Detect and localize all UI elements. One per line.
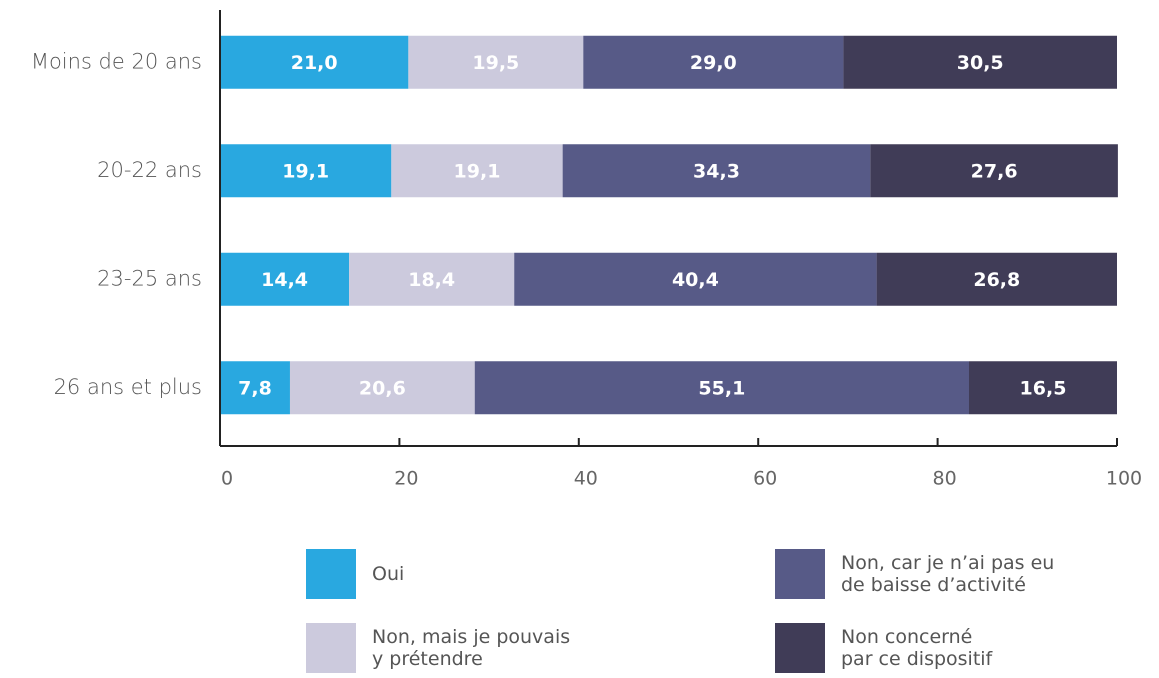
- y-tick-label: 23-25 ans: [97, 266, 202, 290]
- bar-segment: [220, 361, 290, 415]
- bar-segment: [968, 361, 1117, 415]
- data-label: 55,1: [698, 377, 745, 399]
- data-label: 16,5: [1020, 377, 1067, 399]
- data-label: 19,5: [472, 52, 519, 74]
- data-label: 20,6: [359, 377, 406, 399]
- x-tick-label: 100: [1106, 468, 1142, 490]
- x-tick-label: 60: [753, 468, 777, 490]
- bar-segment: [220, 35, 409, 89]
- legend-item: Non concerné par ce dispositif: [775, 623, 992, 673]
- bar-segment: [289, 361, 475, 415]
- bar-segment: [349, 252, 515, 306]
- data-label: 26,8: [973, 269, 1020, 291]
- legend-label: Non concerné par ce dispositif: [841, 626, 993, 670]
- legend-swatch: [306, 623, 356, 673]
- legend-swatch: [775, 623, 825, 673]
- x-tick-label: 20: [394, 468, 418, 490]
- data-label: 7,8: [238, 377, 272, 399]
- bar-segment: [562, 144, 871, 198]
- data-label: 30,5: [957, 52, 1004, 74]
- bar-segment: [843, 35, 1117, 89]
- x-tick-label: 0: [221, 468, 233, 490]
- legend-label: Non, mais je pouvais y prétendre: [372, 626, 571, 670]
- bar-segment: [220, 144, 392, 198]
- bar-segment: [514, 252, 877, 306]
- legend-item: Non, mais je pouvais y prétendre: [306, 623, 570, 673]
- bar-segment: [408, 35, 584, 89]
- legend-swatch: [306, 549, 356, 599]
- data-label: 21,0: [291, 52, 338, 74]
- y-tick-label: Moins de 20 ans: [31, 49, 202, 73]
- legend-item: Oui: [306, 549, 404, 599]
- data-label: 19,1: [454, 160, 501, 182]
- data-label: 18,4: [408, 269, 455, 291]
- data-label: 34,3: [693, 160, 740, 182]
- bar-segment: [391, 144, 563, 198]
- bar-segment: [870, 144, 1118, 198]
- legend-swatch: [775, 549, 825, 599]
- data-label: 19,1: [282, 160, 329, 182]
- legend-label: Oui: [372, 563, 405, 585]
- legend-item: Non, car je n’ai pas eu de baisse d’acti…: [775, 549, 1054, 599]
- bar-segment: [474, 361, 969, 415]
- bar-segment: [876, 252, 1117, 306]
- data-label: 27,6: [971, 160, 1018, 182]
- x-tick-label: 40: [574, 468, 598, 490]
- data-label: 14,4: [261, 269, 308, 291]
- data-label: 40,4: [672, 269, 719, 291]
- y-tick-label: 20-22 ans: [97, 158, 202, 182]
- legend-label: Non, car je n’ai pas eu de baisse d’acti…: [841, 552, 1055, 596]
- y-tick-label: 26 ans et plus: [54, 375, 202, 399]
- bar-segment: [583, 35, 844, 89]
- chart: Moins de 20 ans 21,0 19,5 29,0 30,5 20-22 ans…: [31, 10, 1142, 490]
- data-label: 29,0: [690, 52, 737, 74]
- x-tick-label: 80: [933, 468, 957, 490]
- bar-segment: [220, 252, 350, 306]
